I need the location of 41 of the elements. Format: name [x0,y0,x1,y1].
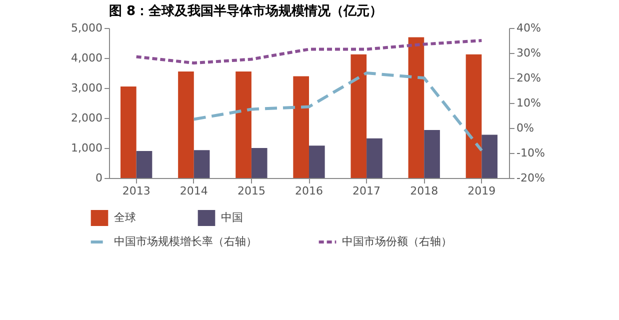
y2-tick-label: -10% [516,146,545,160]
bar [120,86,136,178]
y2-tick-label: 10% [516,96,541,110]
y-tick-label: 4,000 [71,52,102,64]
bar [350,54,367,178]
y-tick-label: 3,000 [71,82,102,94]
y2-tick-label: 20% [516,72,541,84]
x-tick-label: 2016 [295,184,323,198]
line-series [134,39,484,64]
bar [236,72,252,178]
x-tick-label: 2017 [352,184,381,198]
bar [178,72,194,178]
x-tick-label: 2015 [237,184,266,198]
bar [408,37,424,178]
bar [482,134,498,178]
y2-tick-label: 0% [516,122,534,134]
x-tick-label: 2019 [468,184,496,198]
line-series [192,72,484,152]
y2-tick-label: 30% [516,46,541,60]
bar [309,146,325,178]
x-tick-label: 2018 [410,184,438,198]
bar [251,148,268,178]
y2-tick-label: -20% [516,172,545,184]
bar [366,138,382,178]
bar [466,54,482,178]
legend-label: 全球 [114,211,136,224]
bar [424,130,440,178]
y2-tick-label: 40% [516,22,541,34]
y-tick-label: 1,000 [71,142,102,154]
y-tick-label: 2,000 [71,112,102,124]
bar [136,151,152,178]
y-tick-label: 5,000 [71,22,102,34]
bar [194,150,210,178]
y-tick-label: 0 [96,172,102,184]
legend-label: 中国市场规模增长率（右轴） [114,235,257,248]
legend-label: 中国 [221,211,243,224]
chart-title: 图 8：全球及我国半导体市场规模情况（亿元） [109,3,383,19]
x-tick-label: 2014 [180,184,208,198]
x-tick-label: 2013 [122,184,150,198]
bar [293,76,309,178]
legend-label: 中国市场份额（右轴） [342,235,452,248]
